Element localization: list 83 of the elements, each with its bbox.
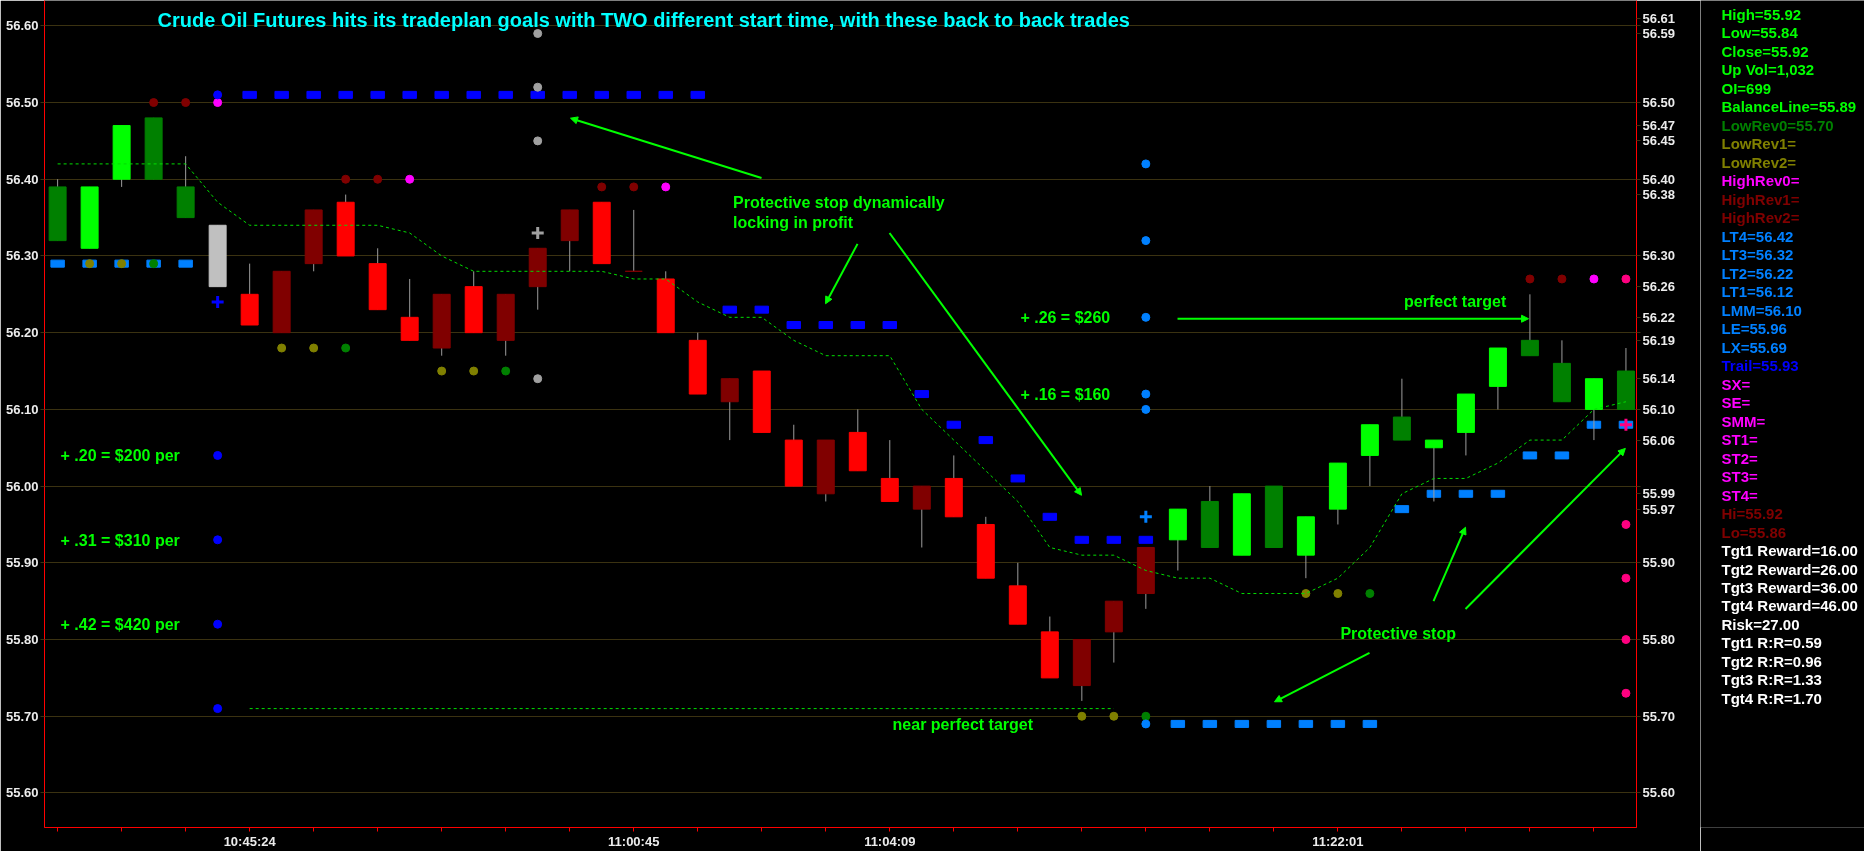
text: LT2=56.22: [1721, 264, 1794, 282]
text: ST3=: [1721, 468, 1759, 486]
annotation: + .16 = $160: [1020, 385, 1111, 403]
y2-tick-label: 56.26: [1642, 279, 1676, 295]
text: SX=: [1721, 375, 1751, 393]
y2-tick-label: 56.06: [1642, 432, 1676, 448]
text: Tgt2 R:R=0.96: [1721, 652, 1822, 670]
y2-tick-label: 56.40: [1642, 171, 1676, 187]
annotation: + .42 = $420 per: [60, 615, 180, 633]
text: Close=55.92: [1721, 42, 1809, 60]
y-tick-label: 56.30: [5, 248, 39, 264]
text: Trail=55.93: [1721, 357, 1799, 375]
annotation: near perfect target: [892, 716, 1034, 734]
y-tick-label: 55.90: [5, 555, 39, 571]
text: Risk=27.00: [1721, 615, 1800, 633]
y2-tick-label: 55.97: [1642, 501, 1676, 517]
text: ST2=: [1721, 449, 1759, 467]
y2-tick-label: 55.99: [1642, 486, 1676, 502]
annotation: + .26 = $260: [1020, 309, 1111, 327]
chart-title: Crude Oil Futures hits its tradeplan goals with TWO different start time, with these back to back trades: [157, 9, 1130, 32]
y2-tick-label: 55.90: [1642, 555, 1676, 571]
text: Up Vol=1,032: [1721, 61, 1815, 79]
y2-tick-label: 55.80: [1642, 632, 1676, 648]
y2-tick-label: 56.59: [1642, 25, 1676, 41]
text: LowRev0=55.70: [1721, 116, 1834, 134]
y-tick-label: 55.70: [5, 708, 39, 724]
text: SMM=: [1721, 412, 1766, 430]
y2-tick-label: 55.60: [1642, 785, 1676, 801]
y2-tick-label: 56.30: [1642, 248, 1676, 264]
text: High=55.92: [1721, 5, 1802, 23]
y2-tick-label: 56.22: [1642, 309, 1676, 325]
text: LT3=56.32: [1721, 246, 1794, 264]
text: Lo=55.86: [1721, 523, 1787, 541]
x-tick-label: 11:00:45: [608, 833, 660, 849]
text: Low=55.84: [1721, 24, 1799, 42]
text: Tgt4 R:R=1.70: [1721, 689, 1822, 707]
x-tick-label: 11:22:01: [1312, 833, 1364, 849]
text: Tgt3 Reward=36.00: [1721, 579, 1858, 596]
text: Tgt2 Reward=26.00: [1721, 560, 1858, 578]
text: Tgt1 Reward=16.00: [1721, 542, 1858, 560]
text: BalanceLine=55.89: [1721, 98, 1857, 116]
text: LowRev2=: [1721, 153, 1797, 171]
y2-tick-label: 56.61: [1642, 10, 1676, 26]
x-tick-label: 11:04:09: [864, 833, 916, 849]
text: LowRev1=: [1721, 135, 1797, 153]
text: HighRev2=: [1721, 209, 1800, 227]
text: Hi=55.92: [1721, 505, 1783, 523]
text: HighRev1=: [1721, 190, 1800, 208]
annotation: + .31 = $310 per: [60, 531, 180, 549]
text: ST4=: [1721, 486, 1759, 504]
y-tick-label: 55.80: [5, 632, 39, 648]
y2-tick-label: 55.70: [1642, 708, 1676, 724]
y-tick-label: 56.00: [5, 478, 39, 494]
y-tick-label: 56.50: [5, 95, 39, 111]
text: LE=55.96: [1721, 320, 1787, 338]
y2-tick-label: 56.19: [1642, 332, 1676, 348]
text: OI=699: [1721, 79, 1772, 97]
annotation: Protective stop dynamically locking in profit: [733, 193, 945, 232]
text: LMM=56.10: [1721, 301, 1802, 319]
y2-tick-label: 56.47: [1642, 118, 1676, 134]
annotation: perfect target: [1404, 292, 1507, 310]
x-tick-label: 10:45:24: [223, 833, 277, 849]
y2-tick-label: 56.10: [1642, 401, 1676, 417]
y-tick-label: 56.40: [5, 171, 39, 187]
text: LT4=56.42: [1721, 227, 1794, 245]
text: LT1=56.12: [1721, 283, 1794, 301]
text: SE=: [1721, 394, 1751, 412]
y2-tick-label: 56.14: [1642, 371, 1676, 387]
y-tick-label: 56.10: [5, 401, 39, 417]
text: LX=55.69: [1721, 338, 1787, 356]
y-tick-label: 55.60: [5, 785, 39, 801]
text: Tgt3 R:R=1.33: [1721, 671, 1822, 689]
y-tick-label: 56.60: [5, 18, 39, 34]
annotation: + .20 = $200 per: [60, 447, 180, 465]
y2-tick-label: 56.45: [1642, 133, 1676, 149]
annotation: Protective stop: [1340, 624, 1457, 642]
y2-tick-label: 56.50: [1642, 95, 1676, 111]
text: Tgt1 R:R=0.59: [1721, 634, 1822, 652]
text: HighRev0=: [1721, 172, 1800, 190]
y-tick-label: 56.20: [5, 325, 39, 341]
text: Tgt4 Reward=46.00: [1721, 597, 1858, 615]
text: ST1=: [1721, 431, 1759, 449]
y2-tick-label: 56.38: [1642, 187, 1676, 203]
